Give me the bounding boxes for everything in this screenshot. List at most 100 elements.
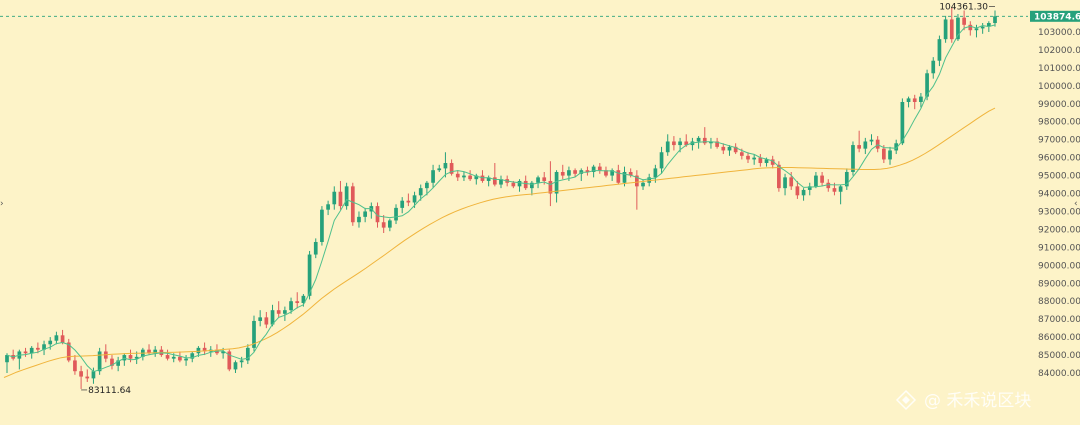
candle — [418, 184, 423, 201]
candle — [437, 164, 442, 172]
candle-body — [431, 170, 435, 183]
candle — [190, 351, 195, 363]
candle-body — [702, 137, 707, 144]
candle-body — [764, 159, 769, 164]
candle — [536, 175, 540, 189]
candle — [560, 164, 565, 180]
candle-body — [832, 188, 837, 192]
candle-body — [919, 96, 923, 102]
candle-body — [252, 320, 256, 348]
candle-body — [258, 317, 263, 321]
candle-body — [153, 349, 158, 354]
candle — [29, 346, 34, 359]
candle-body — [480, 175, 485, 181]
candle — [634, 170, 639, 210]
candle-body — [616, 170, 621, 183]
candle-body — [733, 146, 738, 153]
candle-body — [42, 344, 46, 350]
candle — [912, 94, 917, 110]
candle-body — [462, 175, 466, 178]
y-tick-label: 98000.00 — [1038, 118, 1080, 128]
candle — [66, 338, 71, 363]
candle-body — [974, 28, 979, 31]
y-tick-label: 96000.00 — [1038, 154, 1080, 164]
candle-body — [239, 360, 244, 363]
candle — [956, 14, 960, 41]
candle-body — [492, 177, 497, 185]
candle — [807, 182, 812, 196]
candle — [523, 175, 528, 190]
candle-body — [573, 170, 577, 174]
right-scroll-handle[interactable]: ‹ — [1074, 199, 1078, 209]
candle — [178, 351, 182, 363]
y-tick-label: 100000.00 — [1038, 82, 1080, 92]
ma-slow-line — [3, 107, 996, 378]
candle-body — [202, 347, 207, 352]
candle-body — [468, 175, 472, 180]
candle — [715, 137, 719, 149]
candle-body — [949, 19, 954, 40]
y-tick-label: 87000.00 — [1038, 315, 1080, 325]
candle-body — [801, 189, 806, 196]
last-price-label: 103874.69 — [1034, 12, 1080, 22]
candle-body — [350, 186, 355, 223]
candle — [746, 152, 750, 164]
candle — [11, 349, 16, 361]
candle — [659, 146, 664, 174]
candle — [116, 356, 121, 372]
candle — [202, 342, 207, 356]
candle — [313, 238, 318, 259]
candle-body — [283, 310, 287, 314]
y-tick-label: 88000.00 — [1038, 297, 1080, 307]
candle — [869, 134, 874, 146]
candle — [480, 170, 485, 183]
candle-body — [178, 356, 182, 361]
candle-body — [97, 351, 102, 372]
candle — [628, 168, 633, 178]
candle — [585, 166, 590, 176]
candle — [814, 171, 818, 189]
candle-body — [134, 356, 139, 359]
candle — [140, 347, 145, 361]
candle-body — [604, 170, 608, 176]
candle-body — [696, 137, 701, 142]
candle — [548, 161, 553, 207]
candle — [919, 93, 923, 108]
candle — [338, 180, 343, 210]
candle — [770, 155, 775, 169]
candle — [616, 164, 621, 185]
y-tick-label: 84000.00 — [1038, 369, 1080, 379]
candle-body — [499, 179, 503, 185]
candle-body — [585, 170, 590, 172]
candle-body — [511, 182, 516, 187]
low-annotation: 83111.64 — [81, 386, 131, 396]
left-scroll-handle[interactable]: › — [0, 199, 4, 209]
candle-body — [758, 157, 763, 164]
y-axis: 84000.00 85000.00 86000.00 87000.00 88000.00… — [1038, 28, 1080, 379]
candle — [276, 301, 281, 318]
candle — [381, 215, 386, 234]
candle-body — [295, 301, 300, 304]
candle-body — [400, 200, 405, 208]
candle — [888, 146, 892, 165]
y-tick-label: 103000.00 — [1038, 28, 1080, 38]
candle — [363, 207, 368, 223]
candle-body — [394, 207, 398, 221]
candle-body — [418, 188, 423, 196]
candle-body — [881, 148, 886, 160]
candle — [17, 349, 22, 370]
candle — [931, 57, 936, 79]
candle-body — [375, 206, 380, 223]
candle — [499, 175, 503, 189]
candle-body — [73, 360, 77, 372]
candle-body — [857, 145, 862, 149]
y-tick-label: 91000.00 — [1038, 243, 1080, 253]
candle-body — [567, 170, 571, 176]
candle-body — [678, 141, 682, 146]
candle-body — [906, 98, 911, 102]
candle — [431, 164, 435, 189]
candle-body — [332, 191, 337, 205]
candle-body — [530, 182, 534, 189]
candle — [462, 171, 466, 181]
